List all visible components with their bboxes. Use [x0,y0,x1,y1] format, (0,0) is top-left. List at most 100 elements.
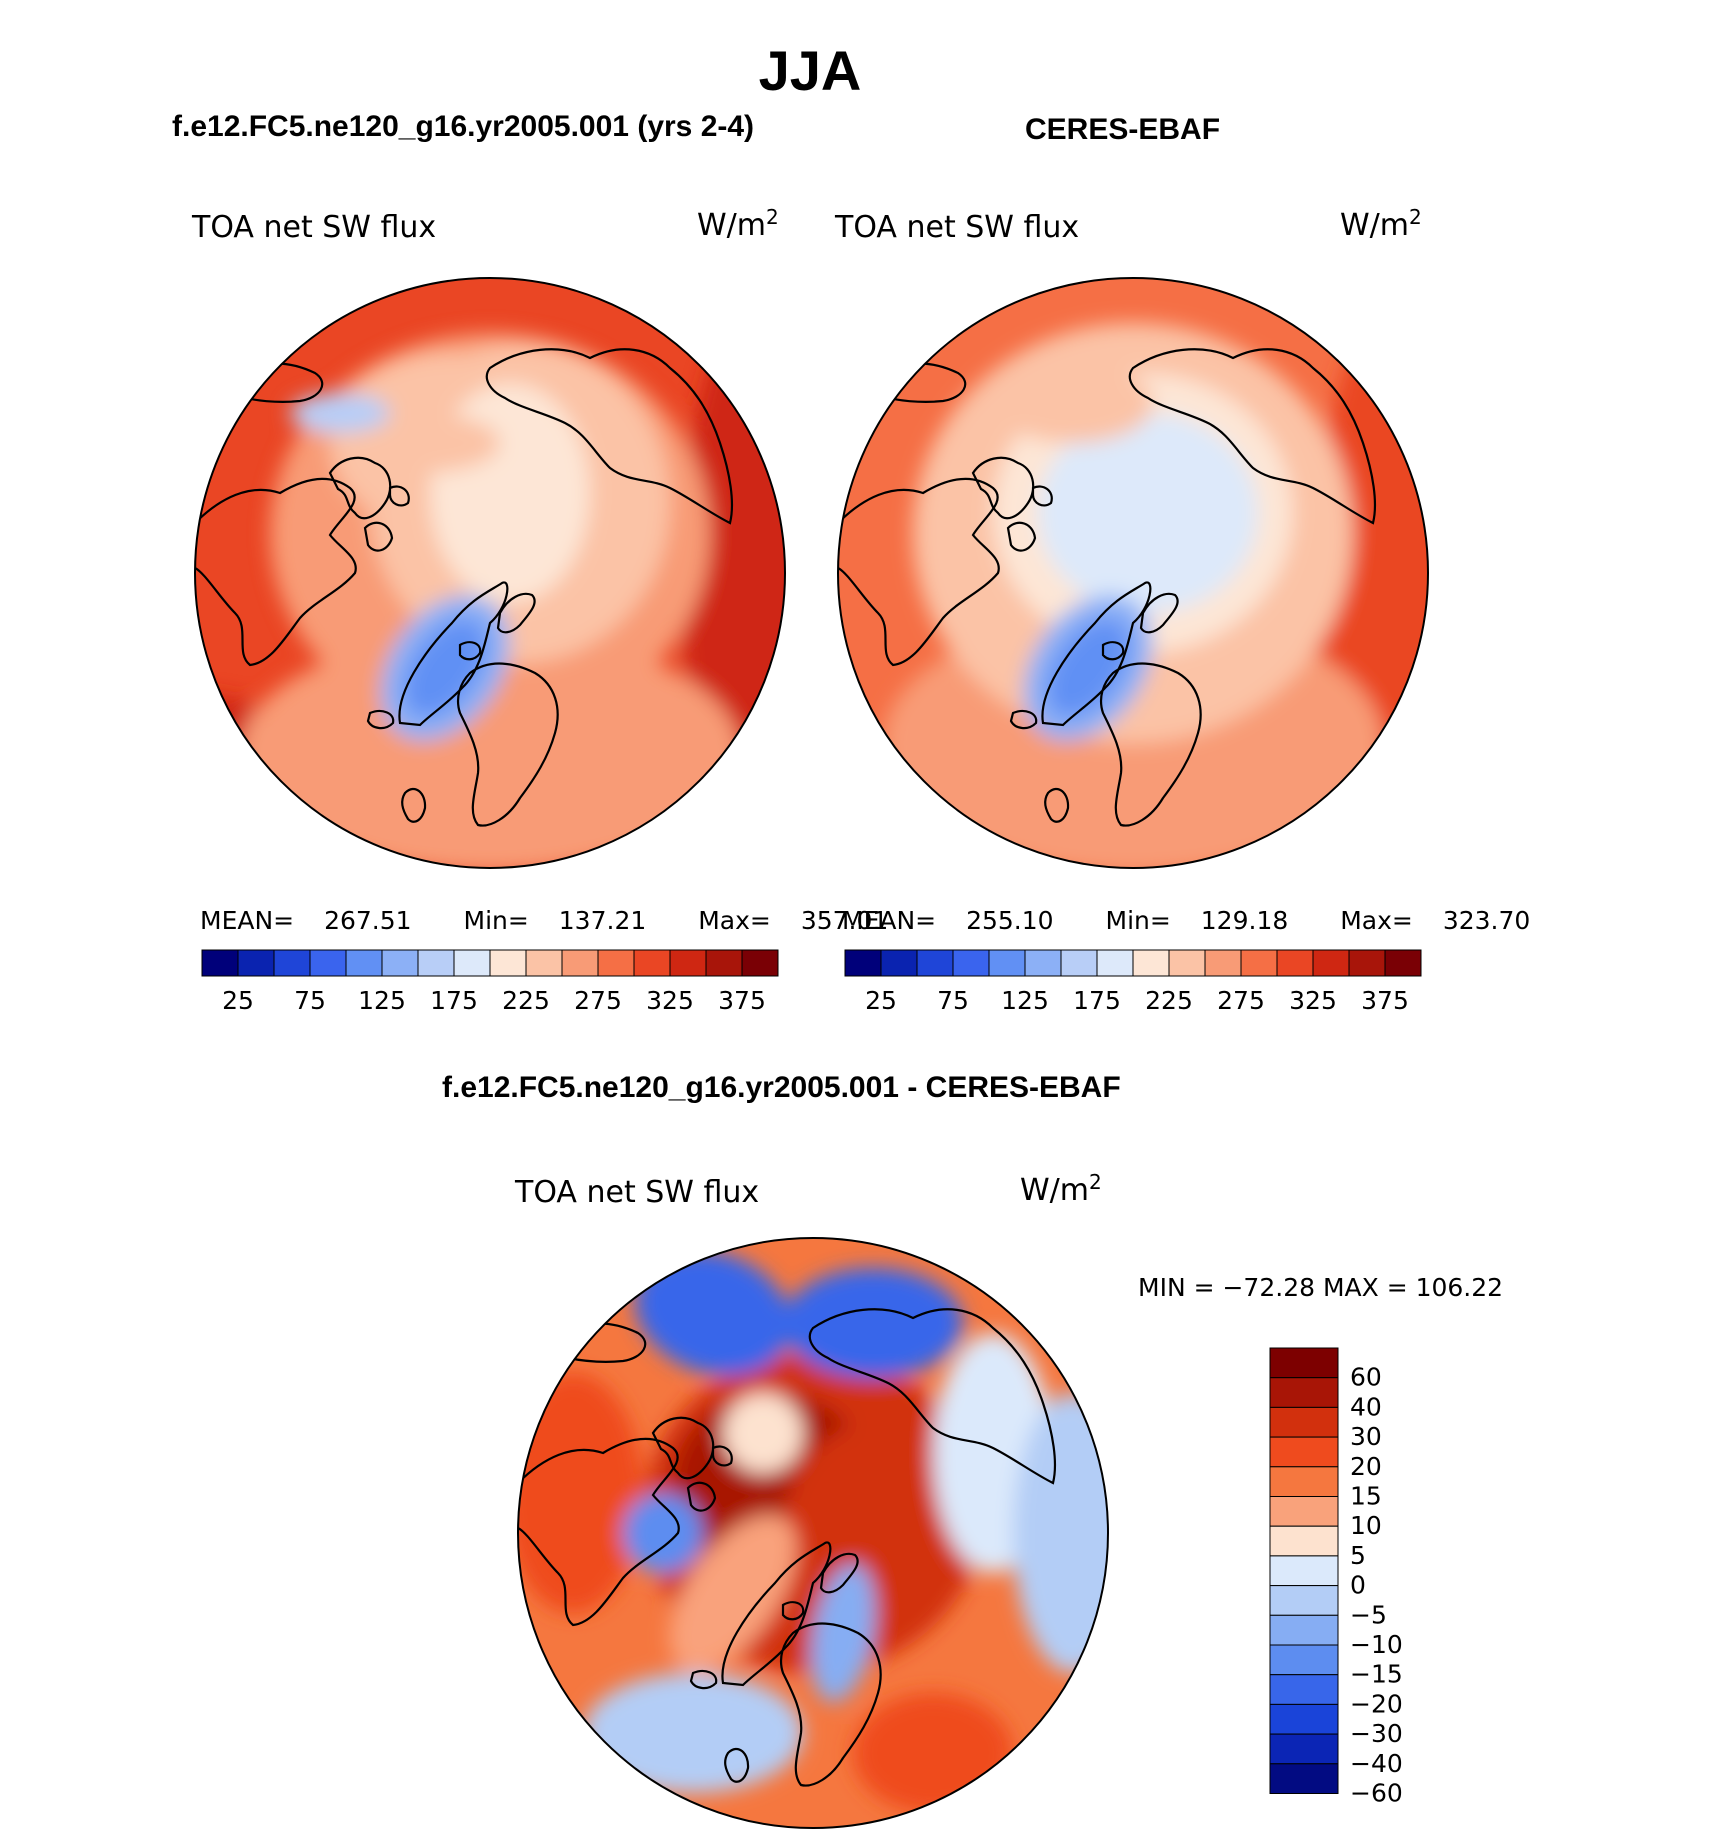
colorbar-tick-label: 375 [718,986,766,1015]
colorbar-box [1348,949,1386,977]
colorbar-tick-label: 0 [1350,1571,1366,1600]
colorbar-box [1024,949,1062,977]
min-label: Min= [1105,906,1171,935]
panel-left-units: W/m2 [697,205,779,243]
max-label: Max= [698,906,771,935]
coastline-iceland [366,709,395,730]
field-region [583,1673,803,1793]
colorbar-box [309,949,347,977]
colorbar-box [916,949,954,977]
coastline-siberia [1128,348,1377,525]
colorbar-box [1269,1377,1339,1408]
panel-right-stats: MEAN= 255.10 Min= 129.18 Max= 323.70 [842,906,1574,935]
field-region [623,1493,703,1573]
map-boundary [517,1237,1109,1829]
colorbar-box [345,949,383,977]
colorbar-tick-label: 325 [646,986,694,1015]
colorbar-box [880,949,918,977]
coastline-archipelago [971,456,1053,552]
colorbar-tick-label: −40 [1350,1749,1403,1778]
coastline-siberia [808,1308,1057,1485]
colorbar-box [1269,1436,1339,1468]
colorbar-box [1240,949,1278,977]
field-region [1013,1393,1108,1673]
colorbar-tick-label: 275 [574,986,622,1015]
colorbar-box [1269,1585,1339,1616]
colorbar-box [525,949,563,977]
colorbar-tick-label: −60 [1350,1779,1403,1808]
colorbar-box [633,949,671,977]
colorbar-box [1269,1525,1339,1557]
map-right [837,277,1429,869]
panel-right-units: W/m2 [1340,205,1422,243]
field-region [811,1563,875,1703]
diff-minmax: MIN = −72.28 MAX = 106.22 [1138,1273,1504,1302]
min-value: 137.21 [558,906,647,935]
max-label: Max= [1340,906,1413,935]
colorbar-tick-label: 125 [358,986,406,1015]
coastline-archipelago [651,1416,733,1512]
panel-left-variable: TOA net SW flux [192,210,437,245]
colorbar-box [1269,1644,1339,1676]
colorbar-tick-label: 30 [1350,1422,1382,1451]
colorbar-box [1269,1555,1339,1587]
coastline-novaya [496,592,536,634]
coastline-britain [1044,787,1070,823]
colorbar-box [1269,1733,1339,1765]
colorbar-tick-label: 125 [1001,986,1049,1015]
colorbar-box [1269,1347,1339,1379]
field-region [680,278,785,868]
map-boundary [194,277,786,869]
mean-label: MEAN= [200,906,295,935]
colorbar-box [952,949,990,977]
diff-variable: TOA net SW flux [515,1175,760,1210]
coastline-canada [195,477,357,667]
colorbar-tick-label: −15 [1350,1660,1403,1689]
colorbar-tick-label: 20 [1350,1452,1382,1481]
colorbar-box [1269,1466,1339,1498]
colorbar-box [453,949,491,977]
field-region [290,393,390,433]
coastline-iceland [1009,709,1038,730]
coastline-scandinavia [1099,662,1202,827]
coastline-scandinavia [779,1622,882,1787]
colorbar-left: 25 75 125 175 225 275 325 375 [201,949,779,1015]
colorbar-box [705,949,743,977]
colorbar-box [417,949,455,977]
colorbar-box [988,949,1026,977]
colorbar-box [1204,949,1242,977]
coastline-svalbard [781,1601,805,1621]
colorbar-box [1168,949,1206,977]
colorbar-box [201,949,239,977]
colorbar-tick-label: 25 [222,986,254,1015]
figure-title: JJA [758,39,862,102]
coastline-svalbard [1101,641,1125,661]
colorbar-tick-label: 10 [1350,1511,1382,1540]
colorbar-tick-label: 75 [294,986,326,1015]
colorbar-tick-label: 225 [502,986,550,1015]
field-region [518,1373,643,1613]
colorbar-tick-label: 15 [1350,1482,1382,1511]
coastline-novaya [819,1552,859,1594]
diff-units: W/m2 [1020,1170,1102,1208]
diff-subtitle: f.e12.FC5.ne120_g16.yr2005.001 - CERES-E… [442,1071,1121,1104]
colorbar-box [1269,1763,1339,1794]
colorbar-tick-label: 225 [1145,986,1193,1015]
colorbar-box [273,949,311,977]
panel-left-subtitle: f.e12.FC5.ne120_g16.yr2005.001 (yrs 2-4) [172,110,755,143]
field-region [783,1268,963,1378]
map-difference [517,1237,1109,1829]
colorbar-box [844,949,882,977]
field-region [723,1393,803,1473]
field-region [1038,413,1258,613]
colorbar-box [1312,949,1350,977]
field-region [340,413,500,473]
colorbar-tick-label: 5 [1350,1541,1366,1570]
panel-right-subtitle: CERES-EBAF [1025,113,1221,146]
colorbar-tick-label: 325 [1289,986,1337,1015]
colorbar-tick-label: 60 [1350,1363,1382,1392]
colorbar-box [1269,1406,1339,1438]
colorbar-box [1276,949,1314,977]
coastline-canada [518,1437,680,1627]
